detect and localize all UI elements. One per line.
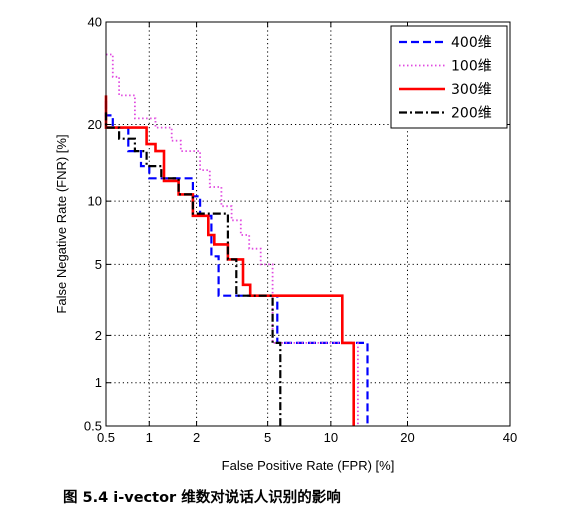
x-tick-label: 1 — [146, 430, 153, 445]
axis-ticks: 0.5 1 2 5 10 20 40 0.5 1 2 5 10 20 40 — [84, 15, 517, 446]
legend-label: 100维 — [451, 59, 492, 75]
x-tick-label: 2 — [193, 430, 200, 445]
series-line — [104, 100, 369, 426]
legend-box — [390, 25, 508, 129]
series-line — [104, 112, 282, 426]
y-tick-label: 40 — [88, 15, 102, 30]
legend-label: 300维 — [451, 82, 492, 98]
y-tick-label: 1 — [95, 375, 102, 390]
x-axis-label: False Positive Rate (FPR) [%] — [222, 458, 395, 473]
x-tick-label: 40 — [503, 430, 517, 445]
legend-label: 200维 — [451, 106, 492, 122]
x-tick-label: 10 — [324, 430, 338, 445]
series-line — [106, 53, 359, 426]
y-tick-label: 0.5 — [84, 419, 102, 434]
series-lines — [104, 53, 369, 426]
y-axis-label: False Negative Rate (FNR) [%] — [54, 134, 69, 313]
y-tick-label: 2 — [95, 328, 102, 343]
series-line — [104, 95, 356, 426]
y-tick-label: 10 — [88, 194, 102, 209]
legend-label: 400维 — [451, 35, 492, 51]
y-tick-label: 5 — [95, 257, 102, 272]
plot-frame — [105, 21, 511, 427]
y-tick-label: 20 — [88, 117, 102, 132]
legend: 400维 100维 300维 200维 — [390, 25, 508, 129]
x-tick-label: 5 — [264, 430, 271, 445]
x-tick-label: 0.5 — [97, 430, 115, 445]
figure-caption: 图 5.4 i-vector 维数对说话人识别的影响 — [63, 490, 341, 506]
x-tick-label: 20 — [400, 430, 414, 445]
